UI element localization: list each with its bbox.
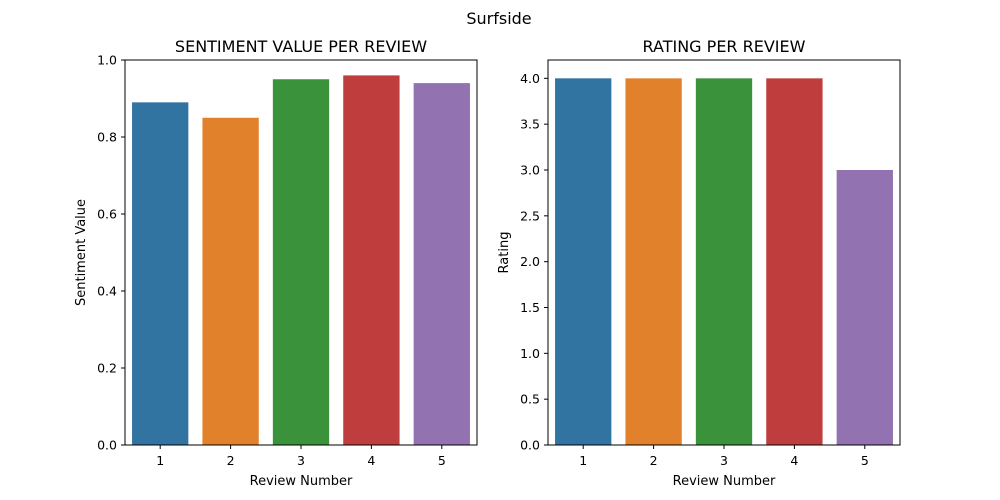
chart-1-x-tick-label: 4 bbox=[367, 453, 375, 468]
chart-2-x-tick-label: 3 bbox=[720, 453, 728, 468]
chart-1-x-tick-label: 2 bbox=[227, 453, 235, 468]
chart-1-x-tick-label: 1 bbox=[156, 453, 164, 468]
chart-2-y-axis-label: Rating bbox=[497, 232, 512, 274]
chart-1-x-tick-label: 3 bbox=[297, 453, 305, 468]
chart-2-x-tick-label: 4 bbox=[790, 453, 798, 468]
chart-1-y-axis-label: Sentiment Value bbox=[74, 199, 89, 306]
chart-2-bar-4 bbox=[766, 78, 823, 445]
figure-suptitle: Surfside bbox=[466, 9, 531, 28]
sentiment-chart: 1 2 3 4 5 0.0 0.2 0.4 0.6 0.8 1.0 SENTIMENT VALUE P… bbox=[74, 37, 478, 489]
chart-2-x-axis-label: Review Number bbox=[673, 474, 776, 489]
chart-2-x-tick-label: 5 bbox=[861, 453, 869, 468]
chart-2-y-tick-label: 2.0 bbox=[520, 254, 540, 269]
chart-2-title: RATING PER REVIEW bbox=[643, 37, 806, 56]
chart-1-y-tick-label: 0.2 bbox=[97, 361, 117, 376]
chart-1-y-tick-label: 0.0 bbox=[97, 438, 117, 453]
chart-2-y-tick-label: 0.0 bbox=[520, 438, 540, 453]
chart-2-bar-1 bbox=[555, 78, 612, 445]
chart-1-y-tick-label: 0.6 bbox=[97, 207, 117, 222]
chart-1-title: SENTIMENT VALUE PER REVIEW bbox=[175, 37, 427, 56]
chart-1-x-axis-label: Review Number bbox=[250, 474, 353, 489]
chart-1-x-tick-label: 5 bbox=[438, 453, 446, 468]
chart-2-bar-3 bbox=[695, 78, 753, 445]
chart-2-y-tick-label: 1.5 bbox=[520, 300, 540, 315]
chart-2-bar-5 bbox=[836, 170, 893, 445]
chart-1-y-tick-label: 0.4 bbox=[97, 284, 117, 299]
rating-chart: 1 2 3 4 5 0.0 0.5 1.0 1.5 2.0 2.5 3.0 3.5 4.0 RATING P… bbox=[497, 37, 901, 489]
chart-2-y-tick-label: 2.5 bbox=[520, 208, 540, 223]
chart-1-bar-4 bbox=[343, 75, 400, 446]
chart-2-y-tick-label: 3.5 bbox=[520, 117, 540, 132]
chart-2-y-tick-label: 3.0 bbox=[520, 163, 540, 178]
chart-1-bar-1 bbox=[132, 102, 189, 445]
chart-1-bar-3 bbox=[272, 79, 330, 445]
chart-2-y-tick-label: 1.0 bbox=[520, 346, 540, 361]
chart-2-bar-2 bbox=[625, 78, 682, 445]
chart-2-y-tick-label: 0.5 bbox=[520, 392, 540, 407]
chart-2-x-tick-label: 2 bbox=[650, 453, 658, 468]
chart-1-bar-2 bbox=[202, 117, 259, 445]
chart-1-y-tick-label: 0.8 bbox=[97, 130, 117, 145]
chart-1-y-tick-label: 1.0 bbox=[97, 53, 117, 68]
chart-2-x-tick-label: 1 bbox=[579, 453, 587, 468]
chart-2-y-tick-label: 4.0 bbox=[520, 71, 540, 86]
chart-1-bar-5 bbox=[413, 83, 470, 445]
